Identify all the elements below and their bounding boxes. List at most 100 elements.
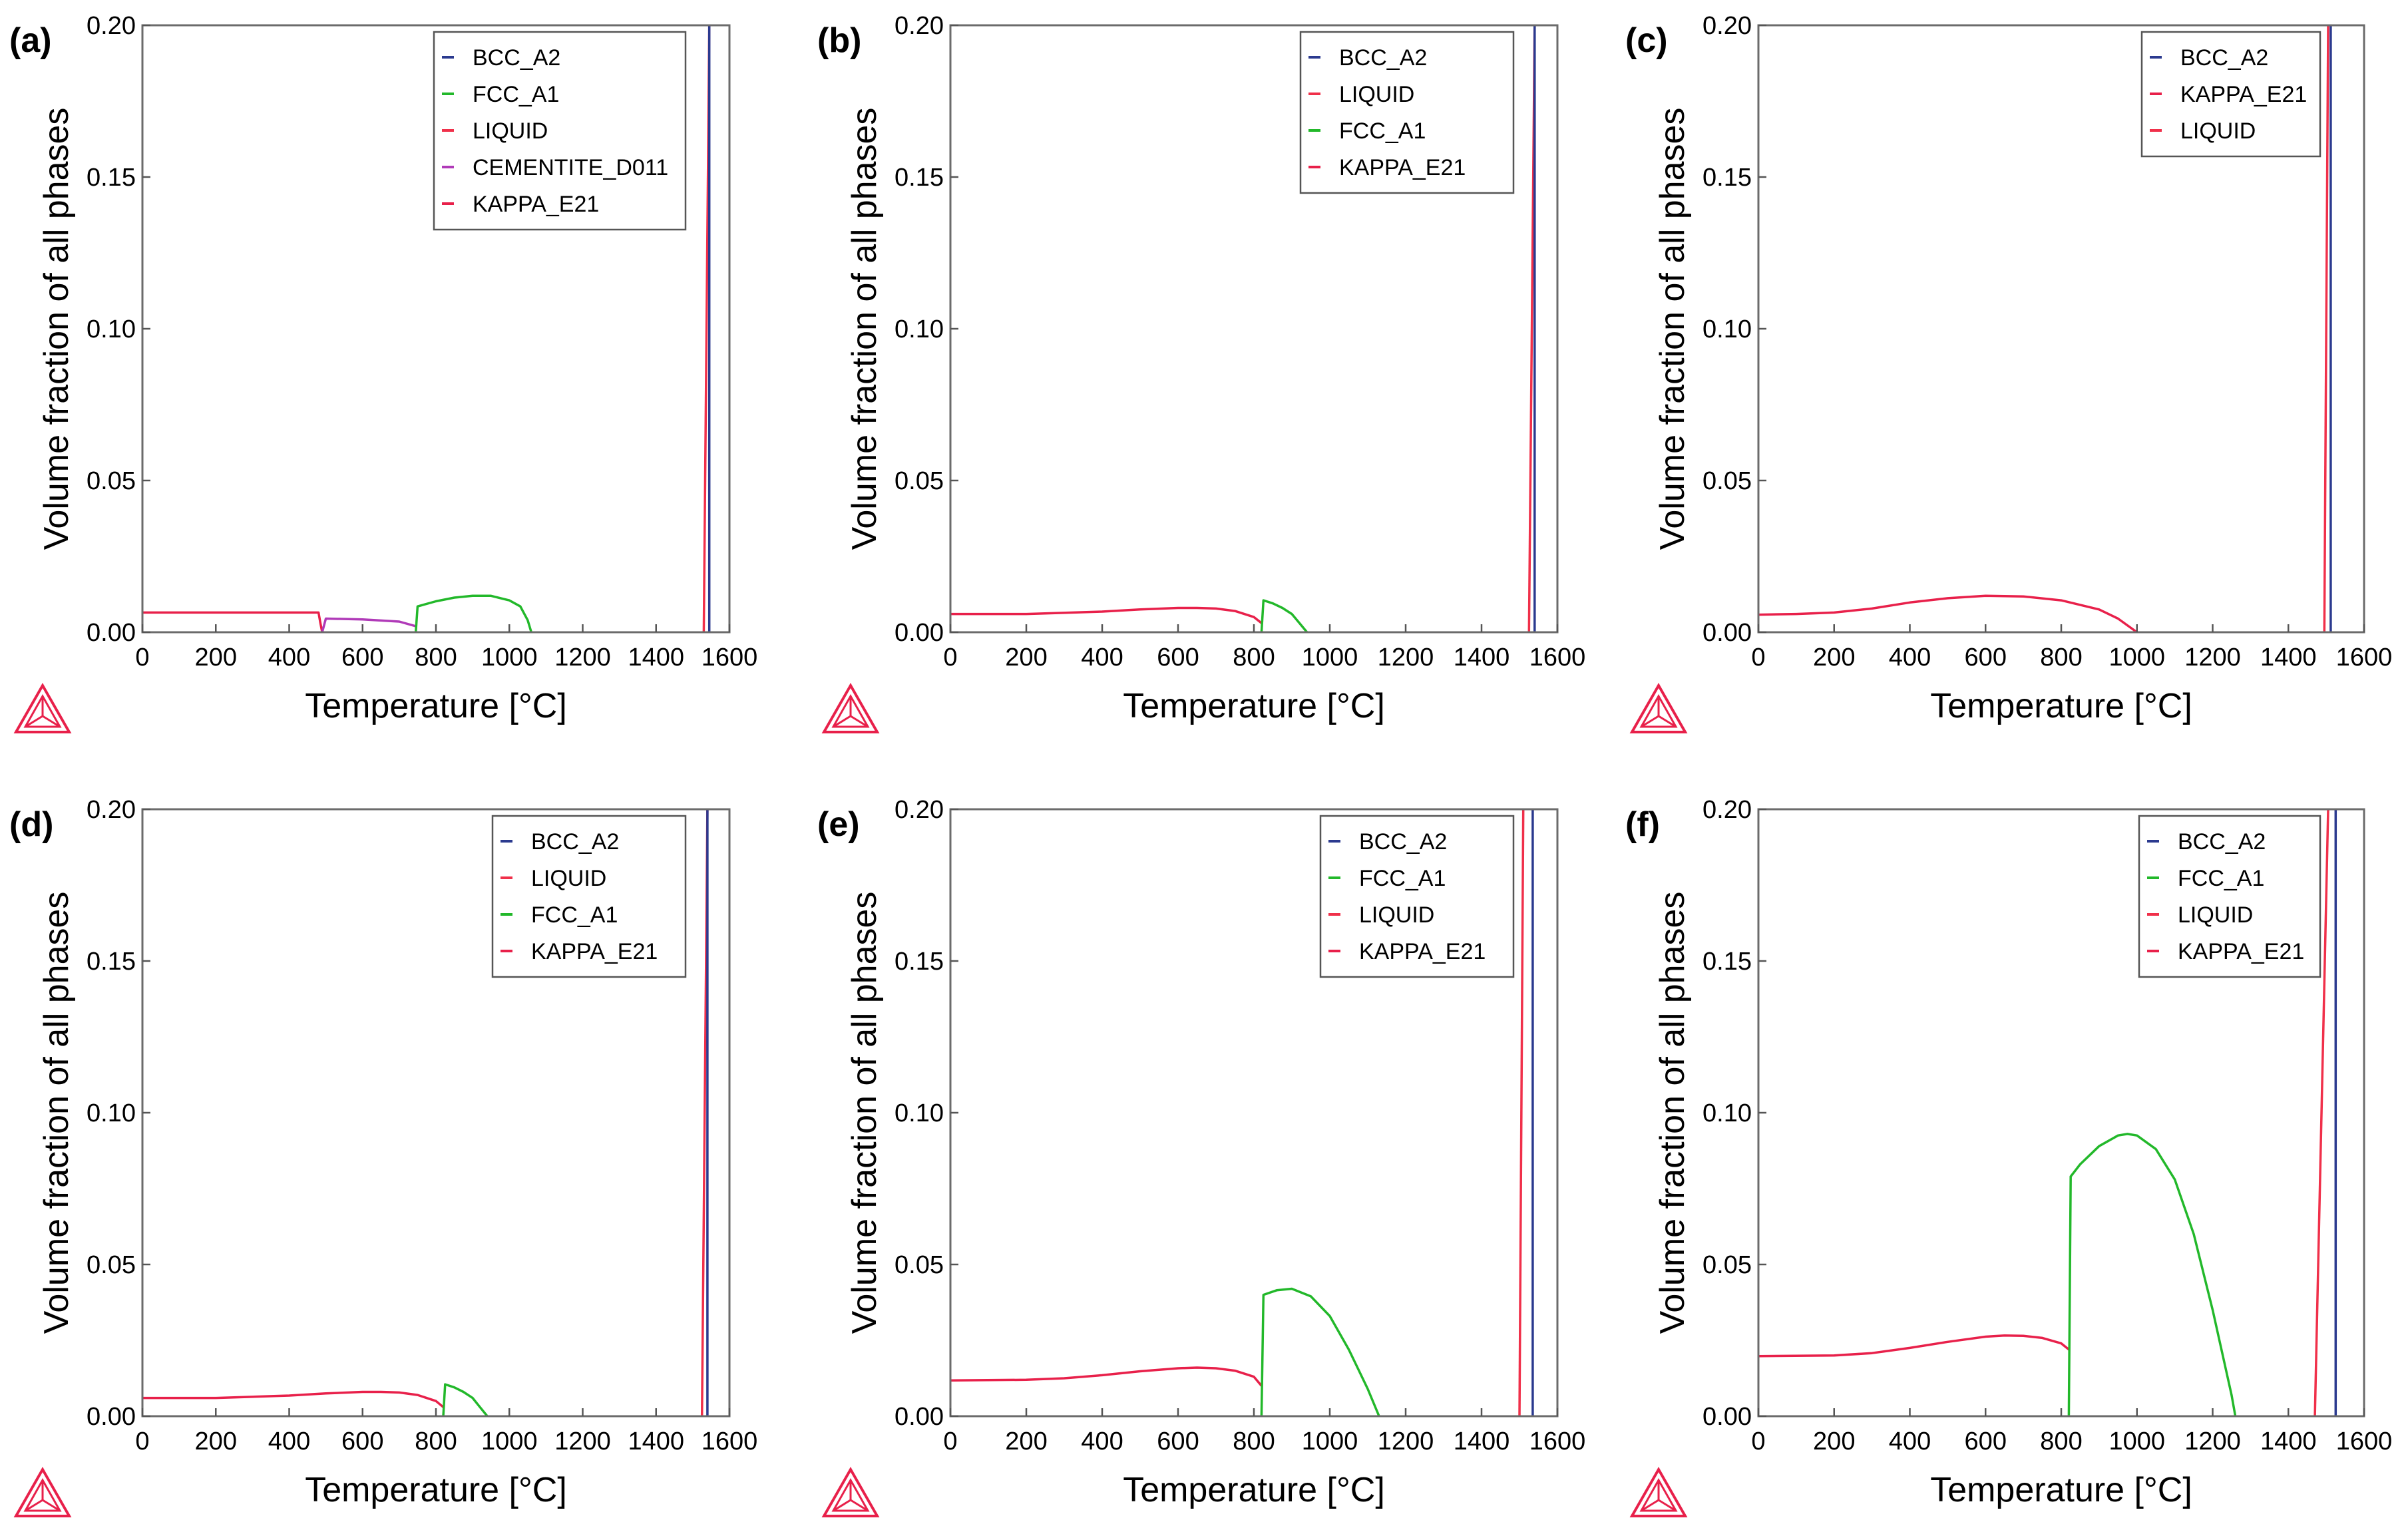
y-tick-label: 0.15 (87, 164, 136, 192)
y-tick-label: 0.10 (1703, 1099, 1752, 1127)
y-tick-label: 0.20 (1703, 12, 1752, 40)
legend-entry-fcc-a1: FCC_A1 (2178, 866, 2264, 891)
series-line-kappa-e21 (950, 1366, 1263, 1387)
series-line-fcc-a1 (1260, 1287, 1380, 1416)
y-tick-label: 0.00 (895, 1403, 944, 1431)
x-tick-label: 0 (943, 1428, 957, 1455)
x-tick-label: 800 (2040, 1428, 2082, 1455)
legend-box (1299, 31, 1515, 194)
panel-label: (c) (1625, 21, 1668, 60)
legend-box (2138, 815, 2321, 978)
legend: BCC_A2 FCC_A1 LIQUID KAPPA_E21 (2138, 815, 2321, 978)
x-tick-label: 400 (1889, 644, 1931, 671)
x-tick-label: 400 (268, 1428, 310, 1455)
x-tick-label: 200 (195, 1428, 237, 1455)
series-line-kappa-e21 (950, 606, 1263, 624)
x-tick-label: 600 (1965, 1428, 2007, 1455)
x-tick-label: 600 (1157, 644, 1199, 671)
x-axis-title: Temperature [°C] (1930, 687, 2192, 725)
legend-entry-liquid: LIQUID (531, 866, 606, 891)
panel-label: (d) (9, 805, 53, 844)
y-tick-label: 0.05 (895, 467, 944, 495)
x-tick-label: 200 (1005, 644, 1047, 671)
panel-label: (f) (1625, 805, 1660, 844)
x-tick-label: 1600 (2336, 1428, 2393, 1455)
y-axis-title: Volume fraction of all phases (37, 892, 76, 1334)
x-tick-label: 0 (943, 644, 957, 671)
legend-box (433, 31, 687, 231)
x-tick-label: 1000 (2108, 644, 2165, 671)
legend-entry-liquid: LIQUID (2178, 902, 2253, 928)
x-tick-label: 600 (341, 644, 383, 671)
series-line-kappa-e21 (142, 611, 323, 632)
x-tick-label: 1400 (1454, 644, 1510, 671)
y-tick-label: 0.15 (1703, 948, 1752, 976)
y-tick-label: 0.20 (895, 796, 944, 824)
legend-entry-kappa-e21: KAPPA_E21 (1339, 155, 1466, 180)
chart-panel-a: (a) 0 200 400 600 800 1000 1200 1400 1600 0.00 0.05… (9, 12, 757, 733)
x-tick-label: 1400 (2260, 644, 2317, 671)
legend-entry-bcc-a2: BCC_A2 (531, 829, 619, 855)
x-tick-label: 1400 (2260, 1428, 2317, 1455)
y-axis-title: Volume fraction of all phases (1653, 108, 1692, 550)
legend-entry-kappa-e21: KAPPA_E21 (1359, 939, 1486, 964)
x-tick-label: 800 (415, 644, 457, 671)
x-tick-label: 400 (268, 644, 310, 671)
x-tick-label: 200 (195, 644, 237, 671)
y-tick-label: 0.15 (87, 948, 136, 976)
legend-entry-fcc-a1: FCC_A1 (473, 82, 559, 107)
x-tick-label: 1600 (702, 1428, 758, 1455)
series-line-kappa-e21 (1758, 594, 2138, 632)
x-tick-label: 1200 (554, 644, 611, 671)
y-tick-label: 0.00 (895, 619, 944, 647)
x-tick-label: 0 (135, 1428, 149, 1455)
y-tick-label: 0.00 (87, 619, 136, 647)
y-tick-label: 0.05 (895, 1251, 944, 1279)
legend: BCC_A2 LIQUID FCC_A1 KAPPA_E21 (491, 815, 687, 978)
x-tick-label: 1000 (2108, 1428, 2165, 1455)
x-tick-label: 1000 (481, 1428, 538, 1455)
series-line-liquid (1518, 809, 1525, 1416)
y-tick-label: 0.10 (87, 1099, 136, 1127)
x-axis-title: Temperature [°C] (1123, 1471, 1385, 1509)
x-tick-label: 600 (1965, 644, 2007, 671)
legend-entry-cementite-d011: CEMENTITE_D011 (473, 155, 668, 180)
series-line-kappa-e21 (142, 1390, 445, 1408)
series-line-fcc-a1 (2067, 1133, 2237, 1416)
thermo-calc-triangle-icon (821, 1466, 880, 1517)
chart-panel-f: (f) 0 200 400 600 800 1000 1200 1400 1600 0.00 0.05… (1625, 796, 2393, 1517)
y-tick-label: 0.10 (895, 1099, 944, 1127)
legend-entry-fcc-a1: FCC_A1 (1339, 118, 1426, 144)
y-tick-label: 0.05 (87, 1251, 136, 1279)
series-line-kappa-e21 (1758, 1334, 2070, 1358)
y-tick-label: 0.05 (87, 467, 136, 495)
x-tick-label: 200 (1813, 644, 1855, 671)
x-tick-label: 600 (1157, 1428, 1199, 1455)
x-tick-label: 1200 (1378, 644, 1434, 671)
thermo-calc-triangle-icon (13, 1466, 72, 1517)
x-tick-label: 1400 (628, 1428, 684, 1455)
legend-box (1319, 815, 1515, 978)
x-tick-label: 200 (1005, 1428, 1047, 1455)
legend-entry-liquid: LIQUID (2180, 118, 2256, 144)
legend: BCC_A2 KAPPA_E21 LIQUID (2140, 31, 2321, 158)
legend-box (491, 815, 687, 978)
panel-label: (b) (817, 21, 861, 60)
y-tick-label: 0.05 (1703, 467, 1752, 495)
chart-panel-b: (b) 0 200 400 600 800 1000 1200 1400 1600 0.00 0.05… (817, 12, 1585, 733)
chart-panel-c: (c) 0 200 400 600 800 1000 1200 1400 1600 0.00 0.05… (1625, 12, 2392, 733)
x-tick-label: 1600 (1529, 1428, 1586, 1455)
legend-box (2140, 31, 2321, 158)
legend-entry-liquid: LIQUID (1359, 902, 1434, 928)
x-tick-label: 400 (1081, 1428, 1123, 1455)
series-line-fcc-a1 (414, 594, 532, 632)
series-line-cementite-d011 (321, 617, 417, 632)
panel-label: (e) (817, 805, 860, 844)
thermo-calc-triangle-icon (13, 682, 72, 733)
legend-entry-liquid: LIQUID (1339, 82, 1414, 107)
x-tick-label: 400 (1889, 1428, 1931, 1455)
x-axis-title: Temperature [°C] (305, 687, 567, 725)
legend: BCC_A2 FCC_A1 LIQUID CEMENTITE_D011 KAPPA_E2… (433, 31, 687, 231)
x-tick-label: 600 (341, 1428, 383, 1455)
